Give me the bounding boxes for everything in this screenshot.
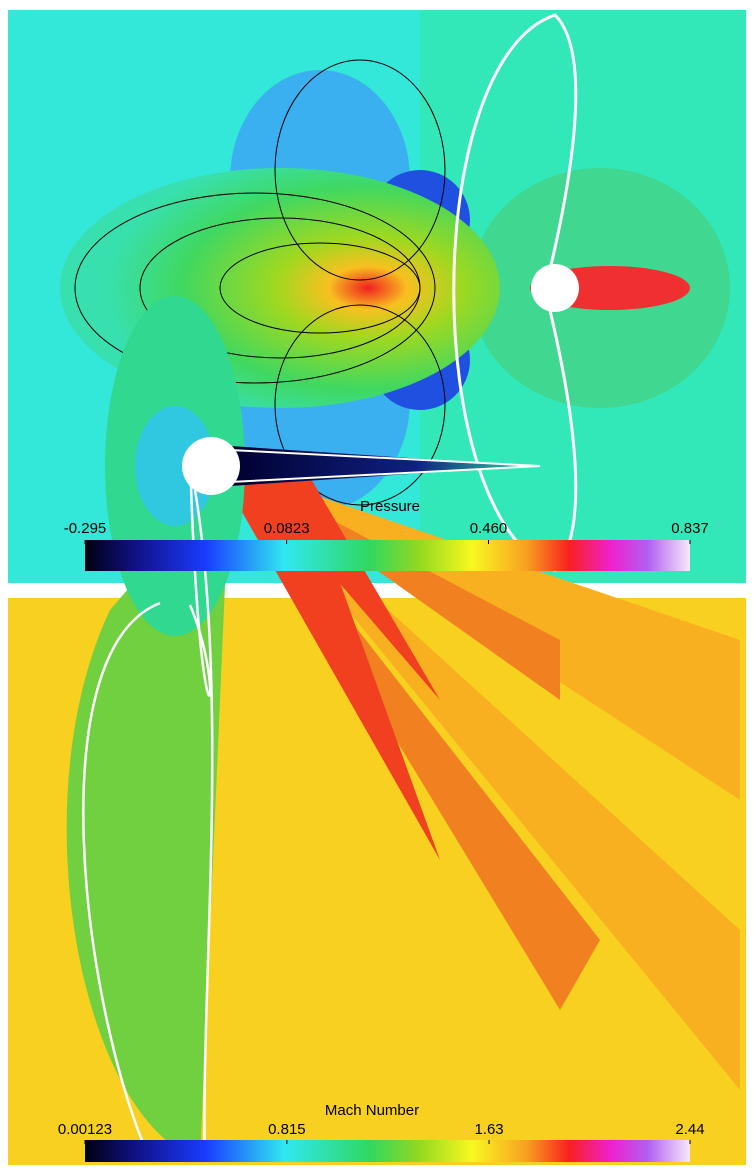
colorbar-tick-label: 0.815 bbox=[268, 1121, 306, 1138]
body bbox=[182, 437, 240, 495]
body bbox=[531, 264, 579, 312]
colorbar-tick-label: 0.837 bbox=[671, 520, 709, 537]
colorbar bbox=[85, 1140, 690, 1162]
colorbar bbox=[85, 540, 690, 571]
figure: Pressure -0.295 0.0823 0.460 0.837 Mach Numbe… bbox=[0, 0, 754, 1170]
colorbar-tick-label: 1.63 bbox=[474, 1121, 503, 1138]
colorbar-tick-label: 0.0823 bbox=[264, 520, 310, 537]
colorbar-tick-label: -0.295 bbox=[64, 520, 107, 537]
colorbar-title: Mach Number bbox=[325, 1102, 419, 1119]
colorbar-tick-label: 0.460 bbox=[470, 520, 508, 537]
colorbar-tick-label: 0.00123 bbox=[58, 1121, 112, 1138]
colorbar-title: Pressure bbox=[360, 498, 420, 515]
colorbar-tick-label: 2.44 bbox=[675, 1121, 704, 1138]
